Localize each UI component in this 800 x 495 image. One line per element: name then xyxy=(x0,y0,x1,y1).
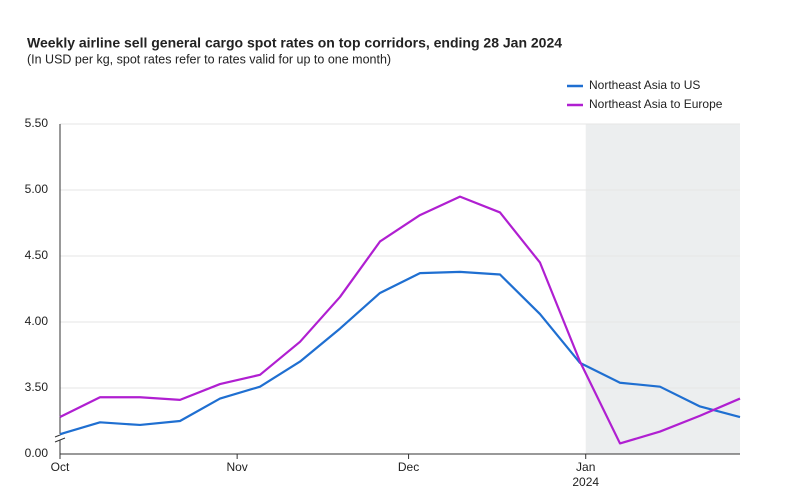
x-tick-label: Dec xyxy=(398,460,419,474)
x-tick-label: Oct xyxy=(51,460,70,474)
y-tick-label: 4.50 xyxy=(25,248,49,262)
y-tick-label: 5.50 xyxy=(25,116,49,130)
x-tick-label: Nov xyxy=(226,460,247,474)
y-tick-label: 3.50 xyxy=(25,380,49,394)
legend-label: Northeast Asia to Europe xyxy=(589,97,723,111)
legend-label: Northeast Asia to US xyxy=(589,78,700,92)
chart-title: Weekly airline sell general cargo spot r… xyxy=(27,35,562,51)
series-line xyxy=(59,270,741,436)
x-tick-year: 2024 xyxy=(572,475,599,489)
axis-break xyxy=(54,437,66,443)
series-line xyxy=(59,195,741,445)
y-baseline-label: 0.00 xyxy=(25,446,49,460)
axis-break-gap xyxy=(54,434,66,440)
highlight-region xyxy=(585,124,740,454)
chart-subtitle: (In USD per kg, spot rates refer to rate… xyxy=(27,52,391,66)
x-tick-label: Jan xyxy=(576,460,595,474)
y-tick-label: 4.00 xyxy=(25,314,49,328)
y-tick-label: 5.00 xyxy=(25,182,49,196)
